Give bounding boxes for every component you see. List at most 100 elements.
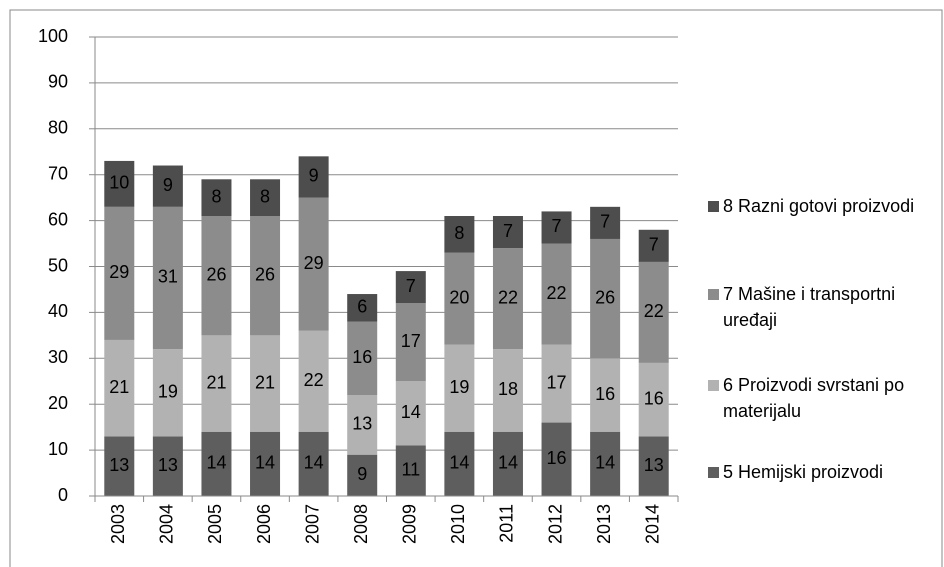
x-tick-label-group: 2008 [351,504,371,544]
y-tick-label: 50 [48,255,68,275]
data-label: 26 [595,287,615,307]
data-label: 14 [449,453,469,473]
bar-segment [590,431,621,496]
legend-swatch [708,201,719,212]
x-tick-label: 2005 [205,504,225,544]
bar-segment [201,335,232,432]
bar-segment [395,303,426,382]
bar-segment [250,431,281,496]
chart-border [9,9,943,567]
x-tick-label: 2008 [351,504,371,544]
legend-swatch [708,467,719,478]
x-tick-label-group: 2005 [205,504,225,544]
legend-item: 8 Razni gotovi proizvodi [708,193,940,219]
data-label: 6 [357,297,367,317]
bar-segment [347,321,378,396]
data-label: 9 [309,166,319,186]
data-label: 17 [547,372,567,392]
bar-segment [492,349,523,432]
bar-segment [152,165,183,207]
data-label: 14 [206,453,226,473]
bar-segment [590,358,621,432]
bar-segment [444,216,475,253]
bar-segment [201,216,232,336]
data-label: 7 [649,235,659,255]
bar-segment [152,349,183,437]
x-tick-label-group: 2012 [545,504,565,544]
bar-segment [298,330,329,432]
legend-item: 7 Mašine i transportni uređaji [708,281,940,333]
data-label: 7 [600,212,610,232]
data-label: 26 [255,264,275,284]
x-tick-label-group: 2006 [254,504,274,544]
data-label: 14 [595,453,615,473]
data-label: 31 [158,267,178,287]
bar-segment [395,445,426,496]
data-label: 7 [406,276,416,296]
x-tick-label: 2014 [642,504,662,544]
bar-segment [395,381,426,446]
data-label: 8 [211,186,221,206]
bar-segment [104,436,135,496]
data-label: 9 [357,464,367,484]
y-tick-label: 40 [48,301,68,321]
data-label: 21 [109,377,129,397]
data-label: 10 [109,173,129,193]
x-tick-label: 2010 [448,504,468,544]
legend-label: 6 Proizvodi svrstani po materijalu [723,375,905,421]
legend-label: 5 Hemijski proizvodi [723,462,884,482]
bar-segment [590,206,621,239]
bar-segment [444,252,475,345]
data-label: 14 [498,453,518,473]
x-tick-label-group: 2010 [448,504,468,544]
data-label: 7 [552,216,562,236]
data-label: 7 [503,221,513,241]
legend-swatch [708,289,719,300]
legend-label: 7 Mašine i transportni uređaji [723,284,896,330]
data-label: 29 [109,262,129,282]
bar-segment [444,431,475,496]
x-tick-label-group: 2011 [497,504,517,543]
legend-label: 8 Razni gotovi proizvodi [723,196,915,216]
x-tick-label: 2004 [157,504,177,544]
data-label: 26 [206,264,226,284]
data-label: 21 [206,372,226,392]
data-label: 29 [304,253,324,273]
bar-segment [638,229,669,262]
bar-segment [298,431,329,496]
data-label: 16 [644,388,664,408]
data-label: 14 [304,453,324,473]
x-tick-label: 2013 [594,504,614,544]
y-tick-label: 20 [48,393,68,413]
y-tick-label: 0 [58,485,68,505]
data-label: 22 [304,370,324,390]
data-label: 16 [547,448,567,468]
bar-segment [347,454,378,496]
x-tick-label-group: 2004 [157,504,177,544]
data-label: 13 [352,414,372,434]
data-label: 18 [498,379,518,399]
bar-segment [201,431,232,496]
x-tick-label-group: 2013 [594,504,614,544]
bar-segment [541,344,572,423]
y-tick-label: 60 [48,209,68,229]
x-tick-label: 2011 [497,504,517,543]
data-label: 16 [595,384,615,404]
bar-segment [541,422,572,496]
data-label: 16 [352,347,372,367]
bar-segment [347,395,378,455]
x-tick-label: 2007 [302,504,322,544]
data-label: 13 [109,455,129,475]
y-tick-label: 30 [48,347,68,367]
bar-segment [444,344,475,432]
bar-segment [201,179,232,217]
bar-segment [541,243,572,345]
bar-segment [104,206,135,340]
x-tick-label: 2006 [254,504,274,544]
y-tick-label: 80 [48,118,68,138]
bar-segment [104,160,135,207]
legend-swatch [708,380,719,391]
bar-segment [298,156,329,198]
y-tick-label: 90 [48,72,68,92]
